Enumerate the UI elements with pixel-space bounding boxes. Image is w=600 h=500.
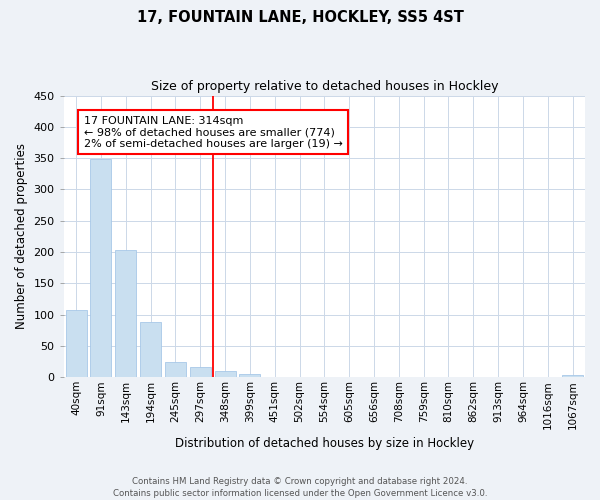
Y-axis label: Number of detached properties: Number of detached properties xyxy=(15,144,28,330)
Bar xyxy=(165,362,186,378)
Text: 17 FOUNTAIN LANE: 314sqm
← 98% of detached houses are smaller (774)
2% of semi-d: 17 FOUNTAIN LANE: 314sqm ← 98% of detach… xyxy=(83,116,343,149)
Bar xyxy=(140,322,161,378)
Bar xyxy=(215,371,236,378)
Bar xyxy=(190,366,211,378)
Text: Contains HM Land Registry data © Crown copyright and database right 2024.
Contai: Contains HM Land Registry data © Crown c… xyxy=(113,476,487,498)
Bar xyxy=(91,160,112,378)
Bar xyxy=(562,376,583,378)
Text: 17, FOUNTAIN LANE, HOCKLEY, SS5 4ST: 17, FOUNTAIN LANE, HOCKLEY, SS5 4ST xyxy=(137,10,463,25)
Bar xyxy=(115,250,136,378)
X-axis label: Distribution of detached houses by size in Hockley: Distribution of detached houses by size … xyxy=(175,437,474,450)
Bar xyxy=(65,310,86,378)
Bar xyxy=(239,374,260,378)
Title: Size of property relative to detached houses in Hockley: Size of property relative to detached ho… xyxy=(151,80,498,93)
